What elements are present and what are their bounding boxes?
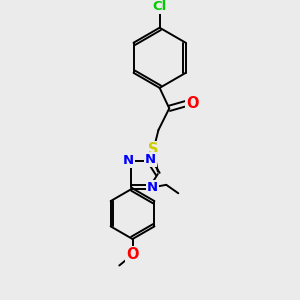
Text: N: N [145, 153, 156, 166]
Text: O: O [187, 96, 199, 111]
Text: Cl: Cl [152, 0, 167, 13]
Text: S: S [148, 142, 159, 157]
Text: N: N [147, 181, 158, 194]
Text: O: O [126, 247, 139, 262]
Text: N: N [123, 154, 134, 167]
